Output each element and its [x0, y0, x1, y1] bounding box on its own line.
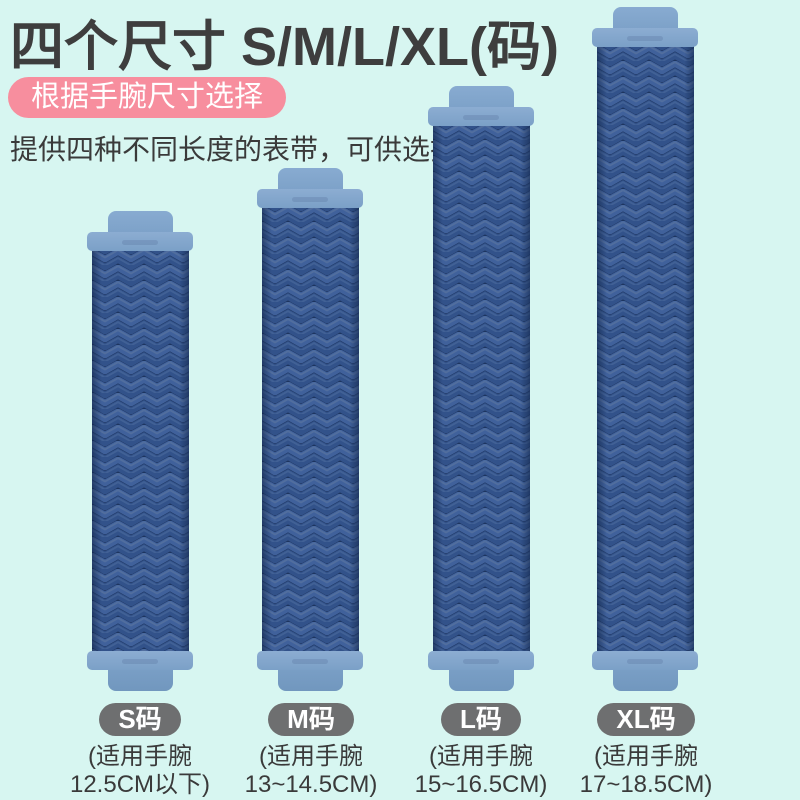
wrist-range-s: (适用手腕 12.5CM以下) — [55, 743, 225, 799]
page-title: 四个尺寸 S/M/L/XL(码) — [10, 17, 559, 77]
wrist-range-line2: 17~18.5CM) — [579, 771, 713, 798]
size-pill-xl: XL码 — [597, 703, 695, 736]
band-adapter-top — [87, 232, 193, 251]
braided-strap — [261, 206, 359, 653]
band-adapter-top — [257, 189, 363, 208]
braided-strap — [432, 124, 530, 653]
band-adapter-bottom — [257, 651, 363, 670]
size-label-column-l: L码 (适用手腕 15~16.5CM) — [396, 703, 566, 799]
wrist-range-line1: (适用手腕 — [594, 743, 698, 770]
subtitle-text: 提供四种不同长度的表带，可供选择 — [10, 134, 459, 165]
braided-strap — [91, 249, 189, 653]
size-label-column-m: M码 (适用手腕 13~14.5CM) — [226, 703, 396, 799]
wrist-range-l: (适用手腕 15~16.5CM) — [396, 743, 566, 799]
band-adapter-top — [428, 107, 534, 126]
watch-band-m — [257, 168, 363, 691]
size-pill-s: S码 — [99, 703, 181, 736]
band-adapter-bottom — [428, 651, 534, 670]
size-label-column-s: S码 (适用手腕 12.5CM以下) — [55, 703, 225, 799]
wrist-range-line1: (适用手腕 — [88, 743, 192, 770]
watch-band-s — [87, 211, 193, 691]
braided-strap — [596, 45, 694, 653]
wrist-range-line2: 15~16.5CM) — [414, 771, 548, 798]
wrist-size-badge: 根据手腕尺寸选择 — [8, 77, 287, 118]
wrist-range-m: (适用手腕 13~14.5CM) — [226, 743, 396, 799]
size-pill-m: M码 — [268, 703, 354, 736]
band-adapter-bottom — [87, 651, 193, 670]
band-adapter-bottom — [592, 651, 698, 670]
watch-band-xl — [592, 7, 698, 691]
wrist-range-line2: 12.5CM以下) — [69, 771, 211, 798]
wrist-range-xl: (适用手腕 17~18.5CM) — [561, 743, 731, 799]
wrist-range-line1: (适用手腕 — [429, 743, 533, 770]
wrist-range-line1: (适用手腕 — [259, 743, 363, 770]
band-adapter-top — [592, 28, 698, 47]
watch-band-l — [428, 86, 534, 691]
size-pill-l: L码 — [441, 703, 521, 736]
wrist-range-line2: 13~14.5CM) — [244, 771, 378, 798]
size-label-column-xl: XL码 (适用手腕 17~18.5CM) — [561, 703, 731, 799]
